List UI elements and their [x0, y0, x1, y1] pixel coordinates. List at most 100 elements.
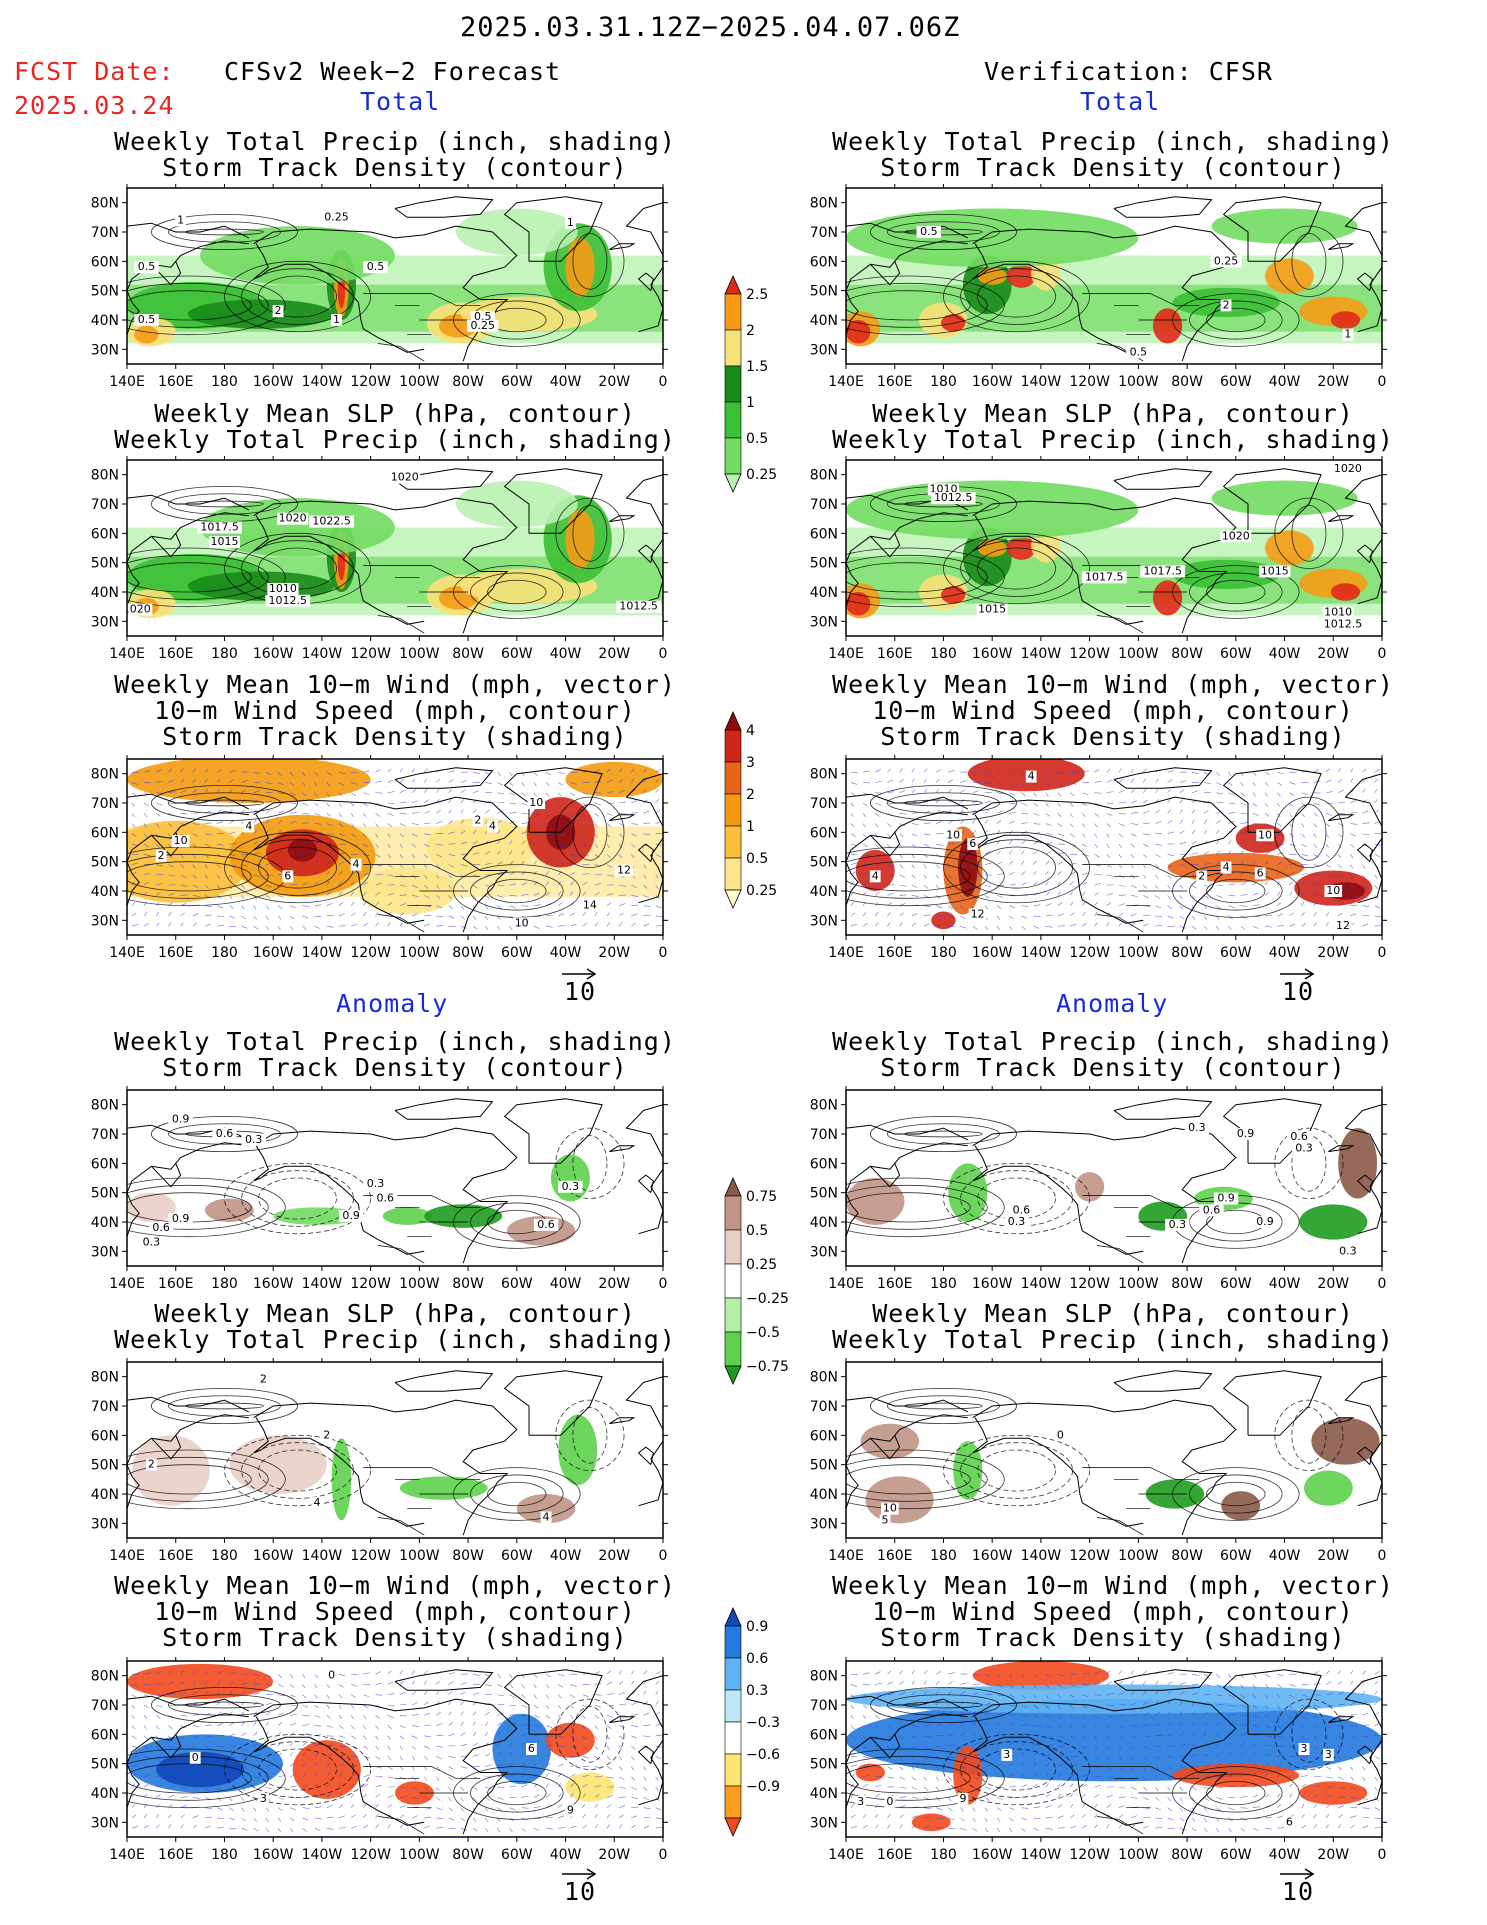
coastline: [1344, 1104, 1382, 1235]
date-range-title: 2025.03.31.12Z−2025.04.07.06Z: [460, 12, 961, 43]
contour-label: 2: [148, 1458, 155, 1471]
contour-label: 4: [489, 819, 496, 832]
contour-label: 4: [1223, 861, 1230, 874]
lat-label: 80N: [91, 1669, 119, 1685]
coastline: [1222, 468, 1322, 534]
contour-label: 1: [1344, 328, 1351, 341]
lon-label: 40W: [1269, 1548, 1301, 1564]
coastline: [846, 1695, 969, 1712]
coastline: [972, 1716, 1144, 1826]
right-total-label: Total: [1080, 87, 1161, 116]
coastline: [127, 1695, 250, 1712]
contour-line: [572, 804, 608, 861]
lon-label: 100W: [399, 945, 440, 961]
contour-label: 1010: [1324, 606, 1352, 619]
contour-label: 0.3: [1295, 1142, 1313, 1155]
lon-label: 180: [211, 1548, 238, 1564]
coastline: [1222, 196, 1322, 262]
contour-label: 4: [543, 1510, 550, 1523]
map-panel-9: 2 2 4 4 2 80N 70N 60N 50N 40N 30N 140E 160E 180 160W 14…: [91, 1358, 668, 1564]
contour-label: 4: [872, 869, 879, 882]
coastline: [151, 533, 182, 558]
coastline: [846, 222, 969, 239]
border-line: [377, 914, 425, 933]
coastline: [127, 1414, 249, 1509]
lon-label: 140W: [1021, 1847, 1062, 1863]
contour-line: [846, 1184, 988, 1230]
lon-label: 140W: [1021, 1276, 1062, 1292]
coastline: [625, 474, 663, 605]
contour-line: [846, 547, 1005, 608]
lon-label: 120W: [350, 1847, 391, 1863]
lon-label: 40W: [550, 646, 582, 662]
colorbar-label: 2.5: [746, 287, 768, 303]
shading-area: [565, 1772, 615, 1802]
fcst-date-label: FCST Date:: [14, 57, 175, 86]
colorbar-storm-total: 4 3 2 1 0.5 0.25: [724, 711, 777, 909]
colorbar-segment: [724, 401, 742, 439]
contour-line: [127, 290, 252, 321]
lon-label: 140E: [109, 1847, 145, 1863]
coastline: [1113, 1669, 1213, 1691]
lon-label: 80W: [452, 1847, 484, 1863]
coastline: [253, 796, 518, 933]
coastline: [972, 1399, 1237, 1536]
lon-label: 180: [930, 374, 957, 390]
contour-label: 1012.5: [619, 600, 658, 613]
lon-label: 0: [1378, 646, 1387, 662]
contour-line: [846, 1755, 988, 1801]
contour-label: 0.6: [1290, 1130, 1308, 1143]
lon-label: 120W: [350, 1276, 391, 1292]
coastline: [972, 1127, 1237, 1264]
lat-label: 30N: [91, 1244, 119, 1260]
colorbar-segment: [724, 1297, 742, 1333]
contour-label: 0.5: [474, 310, 492, 323]
coastline: [1344, 202, 1382, 333]
contour-line: [846, 861, 971, 892]
lat-label: 30N: [810, 614, 838, 630]
contour-line: [846, 1763, 971, 1794]
contour-label: 3: [1325, 1748, 1332, 1761]
shading-area: [972, 1661, 1110, 1691]
contour-line: [470, 1773, 564, 1813]
lat-label: 80N: [810, 1098, 838, 1114]
contour-label: 1020: [123, 603, 151, 616]
lat-label: 70N: [810, 1698, 838, 1714]
shading-area: [1304, 1470, 1353, 1506]
lat-label: 40N: [810, 1786, 838, 1802]
colorbar-label: 0.5: [746, 851, 768, 867]
coastline: [127, 222, 250, 239]
coastline: [503, 1669, 603, 1735]
lon-label: 120W: [1069, 945, 1110, 961]
lon-label: 0: [1378, 1548, 1387, 1564]
contour-line: [846, 853, 988, 899]
map-panel-8: 0.3 0.9 0.60.30.90.60.3 0.90.60.30.380N70N6…: [810, 1086, 1387, 1292]
contour-line: [977, 547, 1056, 590]
colorbar-label: −0.6: [746, 1747, 780, 1763]
coastline: [253, 243, 425, 353]
contour-label: 1010: [269, 582, 297, 595]
contour-line: [869, 1115, 1017, 1153]
lon-label: 180: [211, 1276, 238, 1292]
colorbar-label: −0.3: [746, 1715, 780, 1731]
coastline: [1328, 1417, 1355, 1425]
lon-label: 180: [930, 1276, 957, 1292]
lat-label: 50N: [91, 1757, 119, 1773]
right-wind-storm-title-line-2: 10−m Wind Speed (mph, contour): [872, 696, 1354, 725]
colorbar-end-triangle: [724, 275, 742, 295]
border-line: [363, 293, 481, 306]
colorbar-label: 2: [746, 323, 755, 339]
left-wind-storm-title-line-2: 10−m Wind Speed (mph, contour): [154, 696, 636, 725]
colorbar-label: 2: [746, 787, 755, 803]
lon-label: 140W: [1021, 374, 1062, 390]
left-precip-storm-title-line-1: Weekly Total Precip (inch, shading): [114, 127, 676, 156]
border-line: [377, 615, 425, 634]
lon-label: 120W: [1069, 646, 1110, 662]
border-line: [377, 343, 425, 362]
contour-line: [487, 1481, 547, 1507]
contour-label: 4: [353, 858, 360, 871]
contour-label: 2: [260, 1373, 267, 1386]
coastline: [972, 515, 1144, 625]
lon-label: 0: [1378, 374, 1387, 390]
lon-label: 140E: [828, 945, 864, 961]
